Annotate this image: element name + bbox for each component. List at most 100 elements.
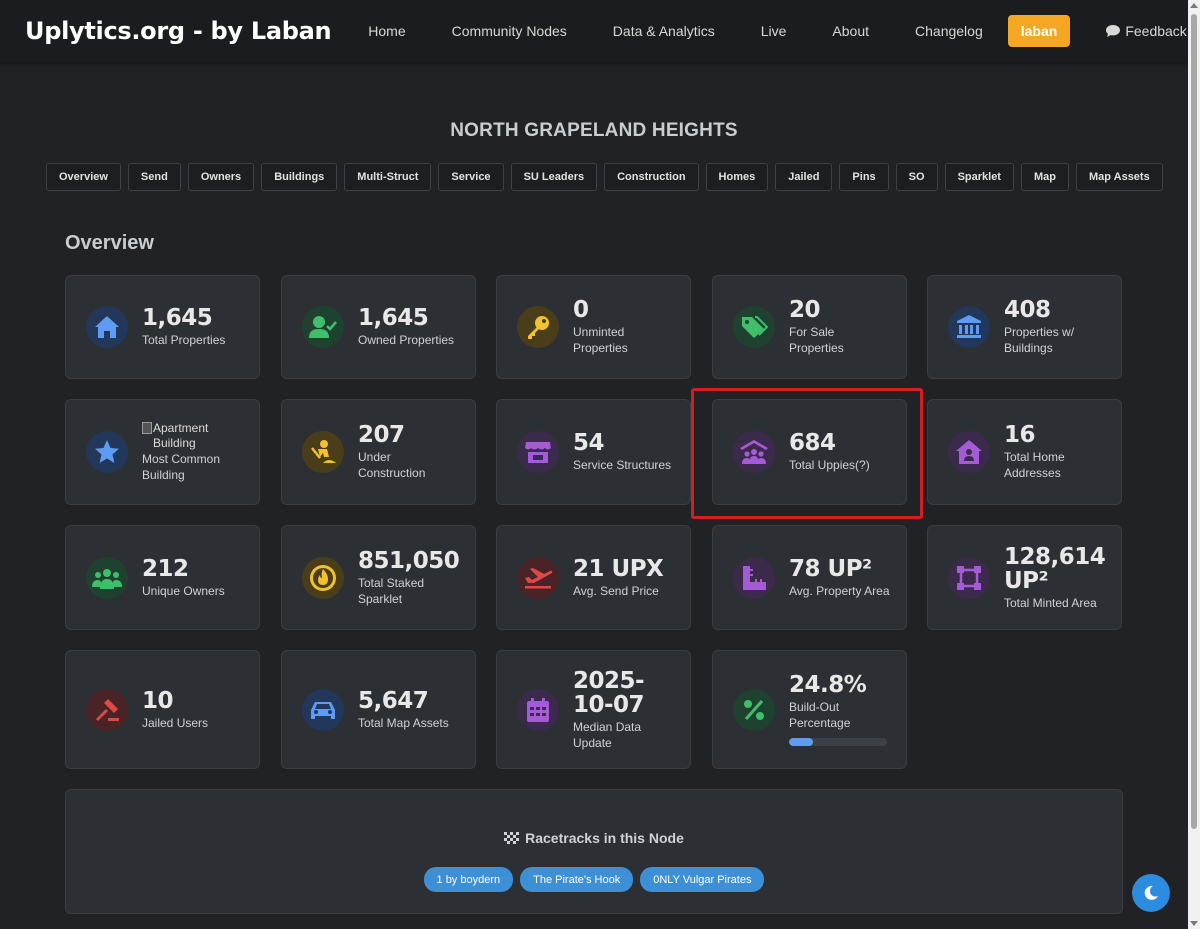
car-icon (302, 688, 344, 731)
stat-value: 24.8% (789, 672, 867, 698)
tab-sparklet[interactable]: Sparklet (944, 163, 1014, 191)
stat-value: 1,645 (358, 305, 429, 331)
tab-construction[interactable]: Construction (604, 163, 699, 191)
tab-so[interactable]: SO (895, 163, 938, 191)
feedback-label: Feedback (1125, 23, 1187, 39)
scrollbar-thumb[interactable] (1191, 14, 1197, 829)
stat-card-unique-owners: 212 Unique Owners (65, 525, 260, 630)
stat-label: Unminted Properties (573, 325, 628, 355)
scroll-up-arrow[interactable] (1190, 3, 1198, 8)
tab-su-leaders[interactable]: SU Leaders (510, 163, 598, 191)
racetracks-panel: Racetracks in this Node 1 by boydern The… (65, 789, 1123, 914)
stat-card-most-common-building: Apartment Building Most Common Building (65, 399, 260, 505)
stat-label: Avg. Property Area (789, 583, 890, 598)
stat-label: Total Home Addresses (1004, 450, 1065, 480)
stat-label: Total Minted Area (1004, 595, 1097, 610)
checkered-flag-icon (504, 832, 520, 844)
stat-value: 78 UP² (789, 555, 872, 582)
stat-label: Build-Out Percentage (789, 700, 851, 730)
nav-about[interactable]: About (832, 23, 870, 39)
fire-coin-icon (302, 556, 344, 599)
stat-value: 0 (573, 297, 589, 323)
stat-value: 212 (142, 555, 189, 582)
calendar-icon (517, 688, 559, 731)
stat-value: 16 (1004, 422, 1036, 448)
stat-label: Avg. Send Price (573, 583, 659, 598)
top-navbar: Uplytics.org - by Laban Home Community N… (0, 0, 1188, 62)
brand-logo[interactable]: Uplytics.org - by Laban (25, 17, 332, 45)
stat-card-owned-properties: 1,645 Owned Properties (281, 275, 476, 379)
stat-card-total-uppies: 684 Total Uppies(?) (712, 399, 907, 505)
stat-label: Under Construction (358, 450, 426, 480)
stat-value: 10 (142, 687, 174, 714)
vector-square-icon (948, 556, 990, 599)
comment-icon (1106, 25, 1121, 37)
racetrack-pill[interactable]: 0NLY Vulgar Pirates (640, 867, 765, 892)
stat-label: Jailed Users (142, 715, 209, 730)
stat-label: Median Data Update (573, 719, 642, 750)
stat-label: Unique Owners (142, 583, 225, 598)
racetrack-pill[interactable]: The Pirate's Hook (520, 867, 634, 892)
tab-pins[interactable]: Pins (839, 163, 889, 191)
build-out-progress-fill (789, 738, 814, 746)
broken-image: Apartment Building (142, 421, 251, 451)
ruler-combined-icon (733, 556, 775, 599)
stat-card-unminted-properties: 0 Unminted Properties (496, 275, 691, 379)
house-user-icon (948, 431, 990, 473)
nav-community-nodes[interactable]: Community Nodes (451, 23, 567, 39)
tab-owners[interactable]: Owners (187, 163, 255, 191)
stat-card-total-minted-area: 128,614 UP² Total Minted Area (927, 525, 1122, 630)
plane-departure-icon (517, 556, 559, 599)
scroll-down-arrow[interactable] (1190, 921, 1198, 926)
feedback-link[interactable]: Feedback (1084, 23, 1187, 39)
tab-map-assets[interactable]: Map Assets (1075, 163, 1163, 191)
node-tabs: Overview Send Owners Buildings Multi-Str… (46, 163, 1163, 191)
page-scrollbar[interactable] (1188, 0, 1200, 929)
nav-data-analytics[interactable]: Data & Analytics (612, 23, 715, 39)
page-title: NORTH GRAPELAND HEIGHTS (450, 120, 738, 141)
stat-value: 1,645 (142, 305, 213, 331)
nav-links: Home Community Nodes Data & Analytics Li… (345, 15, 1187, 47)
racetracks-title: Racetracks in this Node (525, 830, 684, 846)
stat-label: Total Staked Sparklet (358, 575, 425, 606)
tab-service[interactable]: Service (438, 163, 504, 191)
gavel-icon (86, 688, 128, 731)
theme-toggle-button[interactable] (1132, 874, 1170, 912)
racetrack-list: 1 by boydern The Pirate's Hook 0NLY Vulg… (66, 867, 1122, 892)
tab-buildings[interactable]: Buildings (261, 163, 338, 191)
landmark-icon (948, 306, 990, 348)
build-out-progress-bar (789, 738, 887, 746)
stat-card-median-data-update: 2025-10-07 Median Data Update (496, 650, 691, 769)
stat-value: 5,647 (358, 687, 429, 714)
nav-changelog[interactable]: Changelog (915, 23, 983, 39)
racetracks-heading: Racetracks in this Node (66, 830, 1122, 846)
tab-send[interactable]: Send (127, 163, 181, 191)
percent-icon (733, 688, 775, 731)
key-icon (517, 306, 559, 348)
tags-icon (733, 306, 775, 348)
stat-label: Total Uppies(?) (789, 458, 870, 472)
stat-card-build-out-percentage: 24.8% Build-Out Percentage (712, 650, 907, 769)
person-digging-icon (302, 431, 344, 473)
stat-card-avg-send-price: 21 UPX Avg. Send Price (496, 525, 691, 630)
image-alt-text: Apartment Building (153, 421, 209, 450)
nav-home[interactable]: Home (368, 23, 406, 39)
stat-value: 128,614 UP² (1004, 543, 1106, 594)
stat-card-total-properties: 1,645 Total Properties (65, 275, 260, 379)
overview-heading: Overview (65, 232, 154, 254)
nav-live[interactable]: Live (760, 23, 787, 39)
tab-homes[interactable]: Homes (705, 163, 769, 191)
stat-label: Total Properties (142, 333, 226, 347)
tab-multi-struct[interactable]: Multi-Struct (344, 163, 432, 191)
tab-overview[interactable]: Overview (46, 163, 121, 191)
stat-value: 408 (1004, 297, 1051, 323)
stat-card-jailed-users: 10 Jailed Users (65, 650, 260, 769)
stat-value: 851,050 (358, 547, 460, 574)
stat-value: 2025-10-07 (573, 667, 645, 718)
tab-jailed[interactable]: Jailed (775, 163, 833, 191)
stat-value: 20 (789, 297, 821, 323)
racetrack-pill[interactable]: 1 by boydern (423, 867, 514, 892)
stat-value: 54 (573, 430, 605, 456)
tab-map[interactable]: Map (1020, 163, 1069, 191)
user-button[interactable]: laban (1007, 15, 1071, 47)
